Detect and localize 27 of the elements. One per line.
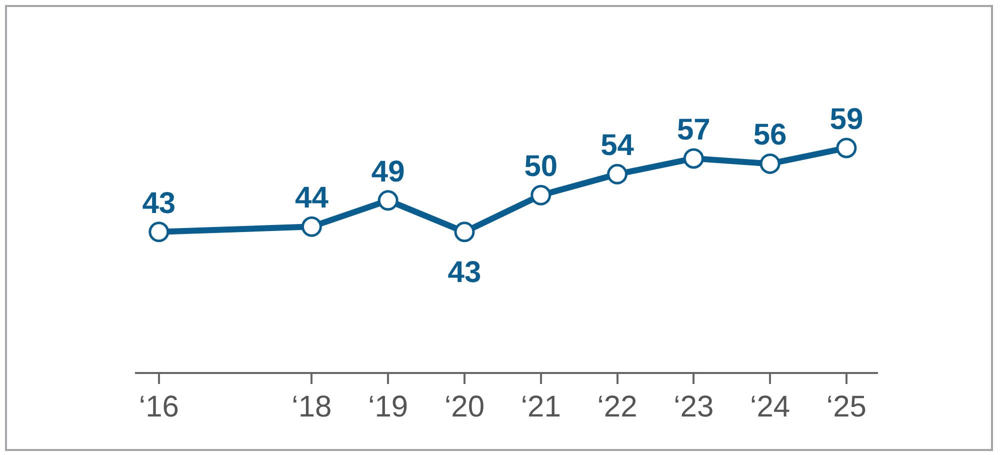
x-tick-label: ‘25 — [826, 390, 866, 424]
data-label: 43 — [142, 186, 176, 220]
data-label: 59 — [830, 102, 864, 136]
point — [148, 222, 170, 242]
x-tick-label: ‘18 — [292, 390, 332, 424]
x-tick-label: ‘16 — [138, 390, 179, 424]
point — [301, 216, 322, 237]
data-label: 56 — [753, 118, 787, 152]
data-label: 50 — [524, 150, 558, 184]
data-label: 57 — [676, 113, 710, 146]
point — [530, 184, 552, 206]
data-label: 49 — [371, 155, 405, 188]
point — [836, 138, 857, 158]
x-tick-label: ‘21 — [520, 390, 561, 424]
x-tick-label: ‘20 — [444, 390, 485, 424]
point — [607, 164, 628, 184]
data-label: 44 — [295, 182, 329, 215]
point — [760, 153, 780, 174]
x-tick-label: ‘19 — [368, 390, 408, 424]
point — [683, 148, 704, 169]
x-tick-label: ‘22 — [597, 390, 638, 424]
x-tick-label: ‘23 — [674, 390, 714, 424]
x-tick-label: ‘24 — [750, 390, 790, 424]
point — [378, 190, 398, 211]
data-label: 43 — [448, 256, 482, 289]
point — [454, 222, 475, 242]
data-label: 54 — [600, 129, 634, 162]
